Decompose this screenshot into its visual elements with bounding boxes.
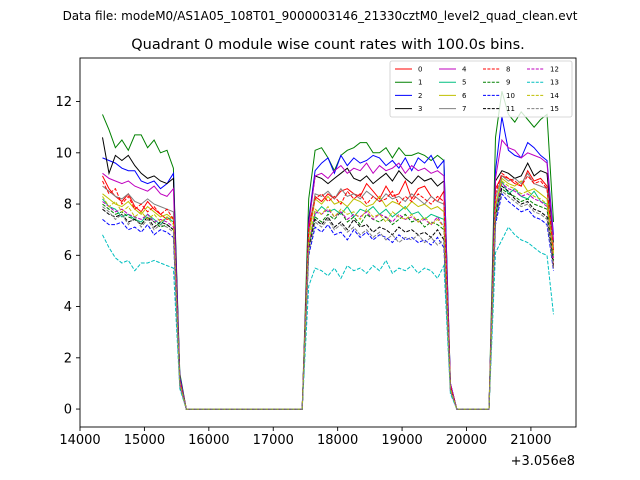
figure-suptitle: Data file: modeM0/AS1A05_108T01_90000031… [63,9,578,23]
x-tick-label: 19000 [381,433,422,448]
chart-title: Quadrant 0 module wise count rates with … [131,37,525,53]
x-tick-label: 15000 [124,433,165,448]
legend-label-4: 4 [462,66,467,74]
legend-label-2: 2 [418,92,422,100]
legend-label-1: 1 [418,79,422,87]
legend-label-9: 9 [506,79,510,87]
y-tick-label: 12 [55,95,72,110]
x-tick-label: 17000 [253,433,294,448]
legend-label-6: 6 [462,92,467,100]
plot-area [102,91,554,410]
y-tick-label: 2 [64,351,72,366]
axes-frame [79,57,577,428]
x-offset-text: +3.056e8 [511,454,575,469]
y-tick-label: 8 [64,198,72,213]
legend-label-3: 3 [418,105,422,113]
legend-label-8: 8 [506,66,510,74]
series-line-15 [102,190,554,410]
legend-box [389,60,573,118]
series-line-13 [102,226,554,410]
legend-label-10: 10 [506,92,515,100]
y-tick-label: 10 [55,146,72,161]
x-tick-label: 18000 [317,433,358,448]
x-tick-label: 14000 [59,433,100,448]
x-tick-label: 21000 [510,433,551,448]
legend-label-0: 0 [418,66,422,74]
legend-label-7: 7 [462,105,466,113]
x-tick-label: 20000 [446,433,487,448]
y-tick-label: 4 [64,300,72,315]
y-tick-label: 6 [64,249,72,264]
y-tick-label: 0 [64,403,72,418]
axes: 14000 15000 16000 17000 18000 19000 20000 21000… [55,57,577,448]
legend-label-5: 5 [462,79,466,87]
legend-label-13: 13 [550,79,559,87]
legend-label-14: 14 [550,92,559,100]
legend-label-15: 15 [550,105,559,113]
x-tick-label: 16000 [188,433,229,448]
legend-label-11: 11 [506,105,515,113]
legend-label-12: 12 [550,66,559,74]
